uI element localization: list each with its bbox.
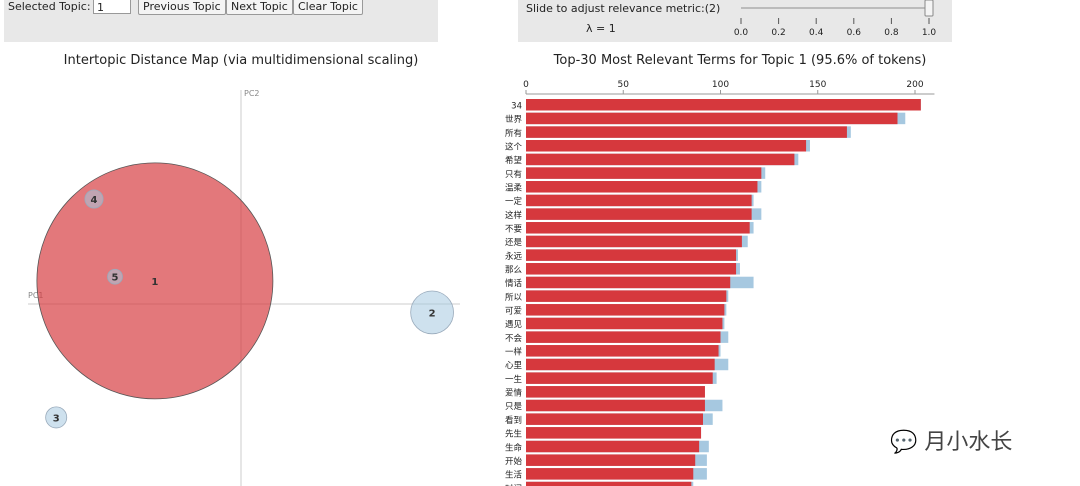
mds-title: Intertopic Distance Map (via multidimens… — [63, 53, 419, 68]
term-label: 心里 — [505, 361, 523, 371]
topic-circle-4 — [84, 189, 104, 209]
watermark: 💬 月小水长 — [890, 424, 1012, 456]
term-label: 只有 — [505, 169, 522, 180]
x-tick-label: 200 — [906, 80, 923, 90]
term-label: 温柔 — [505, 183, 523, 194]
topic-bar — [526, 440, 700, 453]
term-label: 那么 — [505, 266, 523, 276]
watermark-text: 月小水长 — [924, 430, 1013, 455]
topic-bar — [526, 276, 731, 289]
x-tick-label: 0 — [523, 80, 529, 90]
topic-bar — [526, 235, 742, 248]
topic-bar — [526, 140, 807, 152]
topic-bar — [526, 112, 898, 125]
clear-topic-button[interactable]: Clear Topic — [293, 0, 363, 15]
term-label: 不要 — [505, 225, 523, 235]
term-label: 希望 — [505, 155, 523, 166]
intertopic-distance-map: PC2 PC1 1 2 3 4 5 — [28, 89, 460, 486]
selected-topic-label: Selected Topic: — [8, 0, 91, 13]
x-tick-label: 50 — [618, 80, 630, 90]
term-label: 时间 — [505, 483, 522, 486]
topic-bar — [526, 181, 758, 193]
term-label: 所有 — [505, 128, 522, 139]
topic-label-5: 5 — [112, 273, 119, 284]
topic-bar — [526, 167, 762, 179]
term-label: 看到 — [505, 415, 522, 426]
topic-bar — [526, 331, 721, 343]
slider-handle[interactable] — [924, 0, 934, 17]
topic-bar — [526, 126, 847, 138]
term-label: 不会 — [505, 333, 523, 344]
lambda-slider[interactable]: 0.0 0.2 0.4 0.6 0.8 1.0 — [518, 0, 952, 42]
term-label: 一生 — [505, 374, 523, 385]
term-label: 还是 — [505, 237, 523, 248]
topic-bar — [526, 222, 750, 234]
slider-tick-label: 0.6 — [847, 28, 862, 38]
topic-bar — [526, 481, 692, 486]
term-label: 世界 — [505, 114, 523, 125]
slider-label: Slide to adjust relevance metric:(2) — [526, 2, 721, 15]
topic-circle-3 — [45, 406, 68, 429]
wechat-icon: 💬 — [890, 430, 918, 455]
x-tick-label: 150 — [809, 80, 826, 90]
slider-tick-label: 0.0 — [734, 28, 749, 38]
terms-title: Top-30 Most Relevant Terms for Topic 1 (… — [553, 53, 927, 68]
term-label: 生活 — [505, 470, 523, 481]
pc1-axis-label: PC1 — [28, 291, 44, 300]
topic-bar — [526, 249, 737, 261]
term-label: 可爱 — [505, 307, 522, 317]
previous-topic-button[interactable]: Previous Topic — [138, 0, 226, 15]
topic-bar — [526, 399, 705, 412]
topic-label-4: 4 — [91, 195, 98, 206]
topic-bar — [526, 304, 725, 316]
term-label: 34 — [511, 102, 522, 112]
term-label: 一定 — [505, 196, 523, 207]
topic-bar — [526, 345, 719, 357]
term-label: 只是 — [505, 402, 523, 412]
term-label: 永远 — [505, 251, 523, 262]
topic-bar — [526, 290, 727, 302]
term-label: 爱情 — [505, 388, 523, 399]
x-tick-label: 100 — [712, 80, 729, 90]
relevant-terms-bar-chart: 0 50 100 150 200 34 世界所有这个希望只有温柔一定这样不要还是永远那么情话… — [505, 80, 935, 486]
term-label: 这个 — [505, 142, 523, 153]
topic-label-3: 3 — [53, 413, 60, 424]
topic-bar — [526, 372, 713, 384]
selected-topic-input[interactable]: 1 — [93, 0, 131, 14]
topic-bar — [526, 358, 715, 371]
topic-bar — [526, 153, 795, 166]
slider-tick-label: 0.4 — [809, 28, 824, 38]
term-label: 遇见 — [505, 320, 523, 330]
topic-label-1: 1 — [151, 277, 158, 288]
topic-bar — [526, 413, 703, 425]
topic-circle-1 — [36, 162, 274, 400]
slider-tick-label: 1.0 — [922, 28, 937, 38]
topic-bar — [526, 194, 752, 207]
topic-bar — [526, 208, 752, 220]
topic-bar — [526, 263, 737, 275]
topic-circle-2 — [410, 290, 454, 335]
topic-bar — [526, 386, 705, 398]
relevance-control-panel: Slide to adjust relevance metric:(2) λ =… — [518, 0, 952, 42]
pc2-axis-label: PC2 — [244, 89, 260, 98]
term-label: 这样 — [505, 210, 523, 221]
topic-bar — [526, 99, 921, 111]
term-label: 生命 — [505, 442, 523, 453]
topic-bar — [526, 317, 723, 330]
term-label: 先生 — [505, 429, 523, 440]
term-label: 所以 — [505, 292, 523, 303]
slider-tick-label: 0.8 — [884, 28, 899, 38]
lambda-readout: λ = 1 — [586, 22, 616, 35]
topic-bar — [526, 427, 702, 439]
term-label: 一样 — [505, 347, 523, 358]
next-topic-button[interactable]: Next Topic — [226, 0, 293, 15]
topic-circle-5 — [107, 268, 123, 285]
term-label: 开始 — [505, 456, 523, 467]
term-label: 情话 — [505, 278, 523, 289]
topic-bar — [526, 454, 696, 466]
slider-tick-label: 0.2 — [771, 28, 785, 38]
topic-label-2: 2 — [429, 308, 436, 319]
topic-control-panel: Selected Topic: 1 Previous Topic Next To… — [4, 0, 438, 42]
topic-bar — [526, 468, 694, 480]
